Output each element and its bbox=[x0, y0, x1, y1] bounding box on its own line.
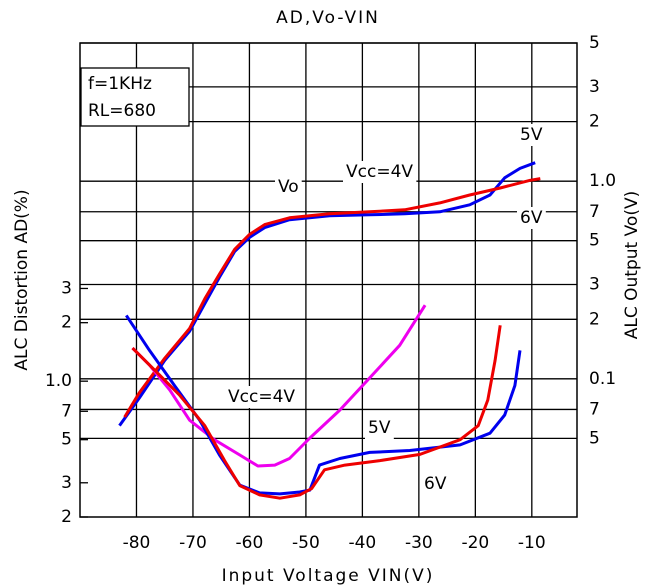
y-axis-label: ALC Distortion AD(%) bbox=[12, 189, 32, 370]
x-tick-label: -80 bbox=[123, 533, 151, 553]
line bbox=[125, 314, 522, 496]
y-tick-label: 1.0 bbox=[45, 371, 72, 391]
x-tick-label: -70 bbox=[179, 533, 207, 553]
label-background bbox=[517, 207, 546, 229]
y-tick-label: 3 bbox=[61, 473, 72, 493]
series-label: 5V bbox=[368, 418, 391, 438]
y2-tick-label: 2 bbox=[589, 309, 600, 329]
info-box bbox=[80, 67, 190, 127]
annotation: Vo bbox=[278, 177, 299, 197]
x-axis-label: Input Voltage VIN(V) bbox=[222, 566, 435, 586]
x-tick-label: -20 bbox=[461, 533, 489, 553]
x-tick-label: -40 bbox=[348, 533, 376, 553]
y-tick-label: 2 bbox=[61, 507, 72, 527]
y2-tick-label: 5 bbox=[589, 231, 600, 251]
x-tick-label: -30 bbox=[405, 533, 433, 553]
series-label: Vcc=4V bbox=[228, 387, 295, 407]
label-background bbox=[421, 473, 450, 495]
label-background bbox=[275, 176, 302, 198]
line bbox=[131, 325, 502, 500]
y2-tick-label: 1.0 bbox=[589, 171, 616, 191]
line bbox=[118, 161, 536, 427]
y-tick-label: 7 bbox=[61, 401, 72, 421]
chart-title: AD,Vo-VIN bbox=[276, 8, 380, 28]
annotation: Vcc=4V bbox=[346, 162, 413, 182]
y-tick-label: 2 bbox=[61, 313, 72, 333]
y2-tick-label: 5 bbox=[589, 428, 600, 448]
label-background bbox=[225, 386, 299, 408]
y2-tick-label: 7 bbox=[589, 202, 600, 222]
series-label: 6V bbox=[424, 474, 447, 494]
y2-tick-label: 7 bbox=[589, 399, 600, 419]
line bbox=[131, 304, 427, 468]
annotation: f=1KHz bbox=[88, 74, 152, 94]
y2-tick-label: 0.1 bbox=[589, 369, 616, 389]
label-background bbox=[517, 124, 546, 146]
y2-tick-label: 5 bbox=[589, 33, 600, 53]
series-label: 5V bbox=[520, 125, 543, 145]
line bbox=[123, 177, 541, 418]
label-background bbox=[343, 161, 417, 183]
y2-tick-label: 3 bbox=[589, 275, 600, 295]
x-tick-label: -60 bbox=[236, 533, 264, 553]
series-label: 6V bbox=[520, 208, 543, 228]
annotation: RL=680 bbox=[88, 101, 156, 121]
y-tick-label: 5 bbox=[61, 430, 72, 450]
y-tick-label: 3 bbox=[61, 278, 72, 298]
y2-tick-label: 2 bbox=[589, 112, 600, 132]
y2-tick-label: 3 bbox=[589, 77, 600, 97]
x-tick-label: -10 bbox=[518, 533, 546, 553]
y2-axis-label: ALC Output Vo(V) bbox=[622, 191, 642, 339]
label-background bbox=[365, 417, 394, 439]
x-tick-label: -50 bbox=[292, 533, 320, 553]
